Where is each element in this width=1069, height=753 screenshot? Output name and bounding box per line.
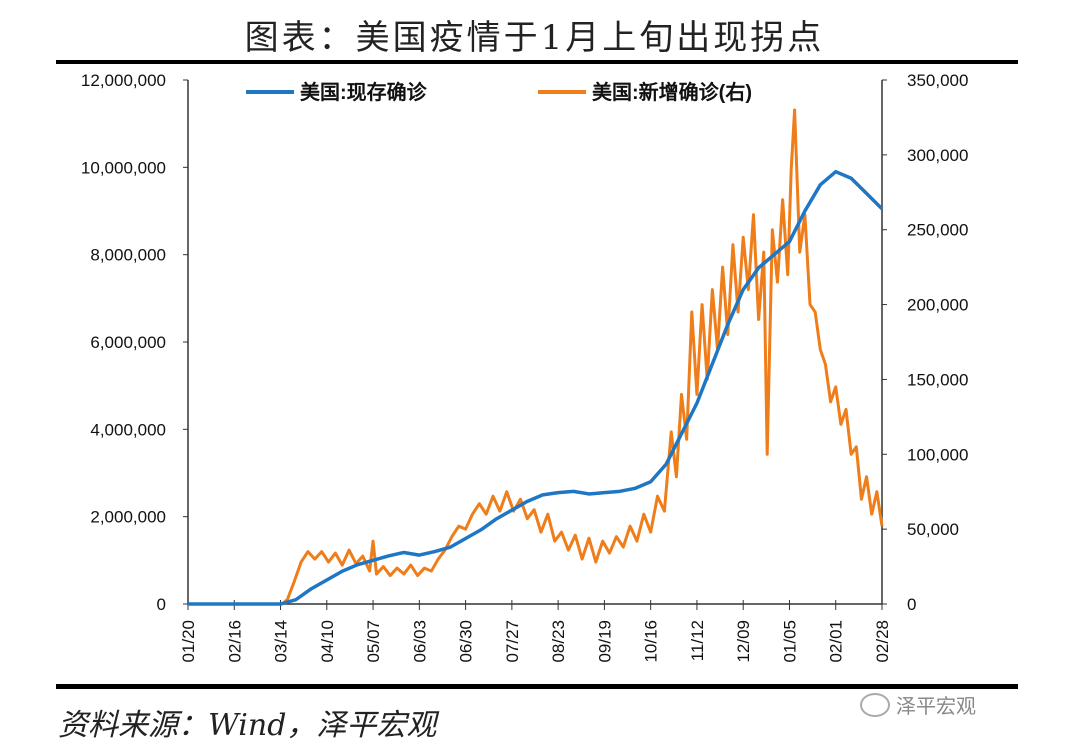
x-tick-label: 02/28 bbox=[873, 620, 892, 663]
x-tick-label: 09/19 bbox=[595, 620, 614, 663]
y-left-tick-label: 2,000,000 bbox=[90, 508, 166, 527]
y-left-tick-label: 6,000,000 bbox=[90, 333, 166, 352]
chart: 0 2,000,000 4,000,000 6,000,000 8,000,000 10,… bbox=[81, 71, 969, 663]
x-tick-label: 05/07 bbox=[364, 620, 383, 663]
x-tick-label: 08/23 bbox=[549, 620, 568, 663]
x-tick-label: 11/12 bbox=[688, 620, 707, 661]
chart-title: 图表：美国疫情于1月上旬出现拐点 bbox=[244, 18, 825, 58]
x-tick-label: 06/03 bbox=[410, 620, 429, 663]
x-tick-label: 06/30 bbox=[457, 620, 476, 663]
legend: 美国:现存确诊 美国:新增确诊(右) bbox=[246, 80, 752, 104]
series-line-active-cases bbox=[188, 169, 884, 606]
y-right-tick-label: 350,000 bbox=[907, 71, 968, 90]
x-tick-label: 10/16 bbox=[642, 620, 661, 663]
y-right-tick-label: 200,000 bbox=[907, 296, 968, 315]
legend-label-active: 美国:现存确诊 bbox=[300, 80, 428, 104]
series-line-new-cases bbox=[188, 108, 884, 606]
y-left-tick-label: 0 bbox=[157, 595, 166, 614]
y-left-tick-label: 10,000,000 bbox=[81, 158, 166, 177]
y-right-tick-label: 0 bbox=[907, 595, 916, 614]
x-tick-label: 01/05 bbox=[780, 620, 799, 663]
wechat-icon bbox=[860, 692, 890, 717]
top-rule bbox=[56, 60, 1018, 64]
y-right-tick-label: 50,000 bbox=[907, 520, 959, 539]
x-tick-label: 04/10 bbox=[318, 620, 337, 663]
y-left-tick-label: 8,000,000 bbox=[90, 246, 166, 265]
x-tick-label: 12/09 bbox=[734, 620, 753, 663]
y-right-tick-label: 100,000 bbox=[907, 445, 968, 464]
x-tick-label: 07/27 bbox=[503, 620, 522, 663]
source-note: 资料来源：Wind，泽平宏观 bbox=[58, 708, 437, 743]
legend-label-new: 美国:新增确诊(右) bbox=[592, 80, 752, 104]
x-tick-label: 02/01 bbox=[827, 620, 846, 663]
x-tick-label: 03/14 bbox=[272, 620, 291, 663]
y-left-tick-label: 4,000,000 bbox=[90, 420, 166, 439]
bottom-rule bbox=[56, 684, 1018, 689]
y-right-tick-label: 250,000 bbox=[907, 221, 968, 240]
y-right-tick-label: 300,000 bbox=[907, 146, 968, 165]
watermark-text: 泽平宏观 bbox=[896, 694, 976, 718]
y-right-tick-label: 150,000 bbox=[907, 370, 968, 389]
x-tick-label: 01/20 bbox=[179, 620, 198, 663]
watermark: 泽平宏观 bbox=[860, 690, 976, 719]
y-left-tick-label: 12,000,000 bbox=[81, 71, 166, 90]
x-tick-label: 02/16 bbox=[225, 620, 244, 663]
